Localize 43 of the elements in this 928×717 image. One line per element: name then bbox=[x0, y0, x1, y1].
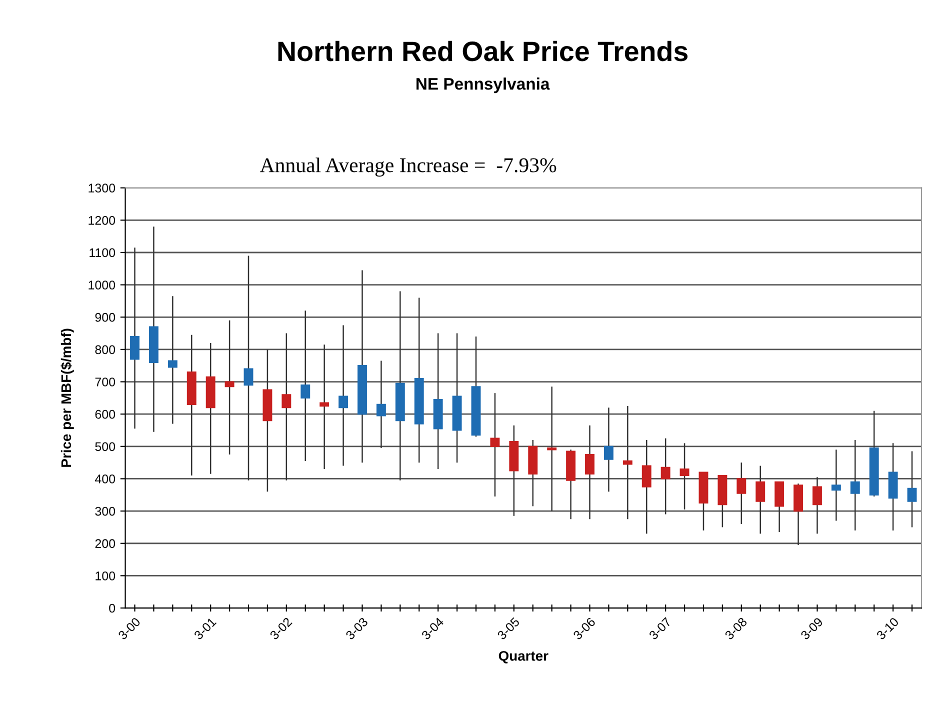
x-axis-title: Quarter bbox=[498, 650, 548, 664]
text: Annual Average Increase = -7.93% bbox=[260, 158, 556, 177]
candlestick bbox=[660, 438, 670, 515]
y-tick-label: 100 bbox=[96, 571, 116, 580]
y-tick-label: 300 bbox=[95, 506, 116, 516]
y-axis-title: Price per MBF($/mbf) bbox=[60, 328, 74, 467]
candlestick bbox=[490, 392, 500, 498]
candlestick bbox=[756, 465, 766, 534]
chart-subtitle: NE Pennsylvania bbox=[416, 78, 550, 94]
y-tick-label: 600 bbox=[95, 410, 116, 419]
candlestick bbox=[244, 255, 254, 481]
candlestick bbox=[604, 407, 614, 492]
x-tick-label: 3-01 bbox=[193, 617, 217, 640]
candlestick bbox=[642, 439, 652, 534]
candlestick bbox=[680, 442, 690, 510]
y-tick-label: 400 bbox=[94, 474, 116, 484]
y-tick-label: 200 bbox=[95, 539, 116, 548]
candlestick bbox=[168, 296, 178, 424]
y-tick-label: 0 bbox=[109, 604, 116, 613]
candlestick bbox=[812, 476, 822, 534]
candlestick bbox=[300, 310, 310, 462]
candlestick bbox=[376, 360, 386, 449]
candlestick bbox=[320, 344, 330, 470]
y-tick-label: 800 bbox=[95, 345, 116, 354]
y-tick-label: 1200 bbox=[88, 216, 116, 225]
candlestick bbox=[622, 405, 632, 520]
candlestick bbox=[907, 450, 917, 528]
y-tick-label: 1100 bbox=[90, 248, 116, 258]
candlestick bbox=[547, 386, 557, 512]
candlestick bbox=[585, 424, 594, 520]
y-tick-label: 900 bbox=[95, 312, 116, 322]
y-tick-label: 1000 bbox=[88, 280, 116, 290]
y-tick-label: 1300 bbox=[88, 184, 116, 193]
y-tick-label: 700 bbox=[95, 378, 116, 386]
candlestick bbox=[736, 462, 746, 525]
candlestick bbox=[224, 320, 234, 456]
candlestick bbox=[831, 449, 841, 522]
y-tick-label: 500 bbox=[95, 442, 116, 452]
candlestick bbox=[130, 247, 140, 430]
candlestick bbox=[850, 439, 860, 532]
candlestick bbox=[338, 324, 348, 466]
chart-title: Northern Red Oak Price Trends bbox=[278, 40, 688, 62]
candlestick bbox=[282, 332, 292, 481]
